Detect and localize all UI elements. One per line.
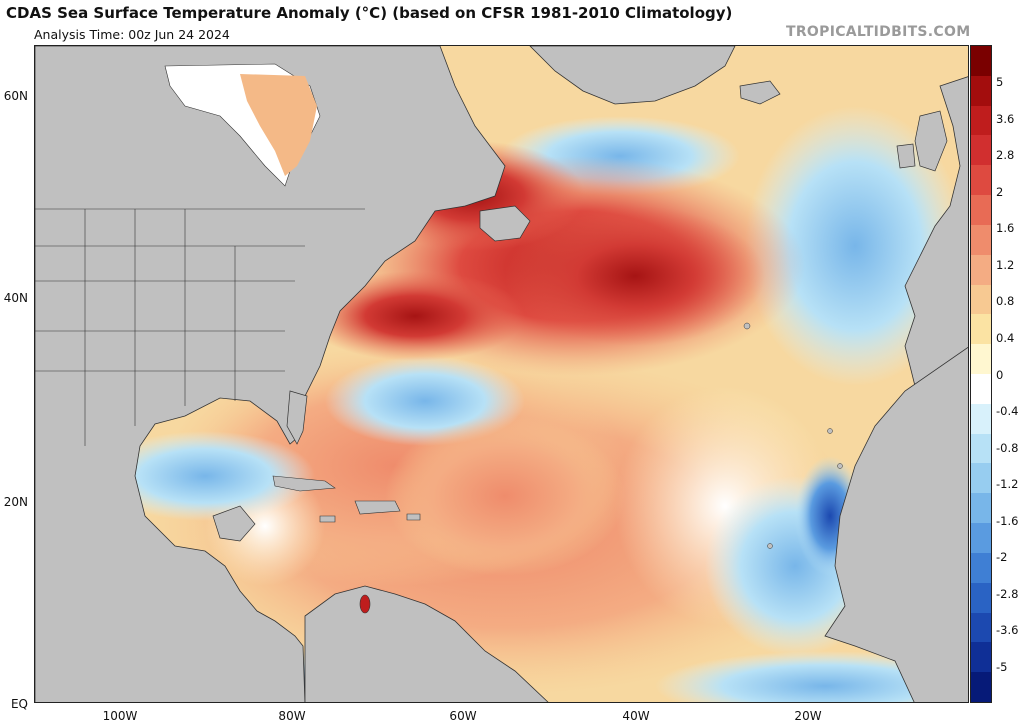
colorbar-label: -0.4 [996, 404, 1019, 419]
map-title: CDAS Sea Surface Temperature Anomaly (°C… [6, 4, 733, 22]
lat-tick-40n: 40N [3, 291, 28, 305]
colorbar-segment [971, 403, 991, 435]
colorbar-segment [971, 314, 991, 345]
lon-tick-40w: 40W [622, 709, 650, 723]
colorbar-label: 5 [996, 75, 1004, 89]
hudson-bay-water [240, 74, 317, 176]
cape-verde-islands [767, 543, 773, 549]
iceland-land [739, 80, 781, 105]
colorbar-segment [971, 105, 991, 136]
colorbar-label: -0.8 [996, 440, 1019, 455]
lon-tick-20w: 20W [794, 709, 822, 723]
analysis-time: Analysis Time: 00z Jun 24 2024 [34, 27, 230, 42]
colorbar-segment [971, 165, 991, 196]
hot-central-north-atlantic [505, 206, 765, 346]
madeira-island [827, 428, 833, 434]
colorbar-label: 2 [996, 184, 1004, 199]
colorbar-label: 2.8 [996, 148, 1015, 163]
colorbar-segment [971, 75, 991, 107]
cool-equatorial-atlantic [655, 651, 968, 702]
lon-tick-80w: 80W [278, 709, 306, 723]
source-credit: TROPICALTIDBITS.COM [786, 24, 971, 40]
colorbar-label: 3.6 [996, 111, 1015, 126]
colorbar-segment [971, 672, 991, 703]
hot-gulf-stream [305, 271, 525, 361]
lat-tick-60n: 60N [3, 89, 28, 103]
newfoundland-land [479, 205, 531, 242]
sst-anomaly-map[interactable] [34, 45, 969, 703]
state-boundaries [35, 208, 365, 446]
colorbar-segment [971, 612, 991, 643]
colorbar-segment [971, 254, 991, 286]
jamaica-land [319, 515, 336, 523]
hispaniola-land [354, 500, 401, 515]
colorbar-segment [971, 433, 991, 464]
colorbar-label: -1.2 [996, 477, 1019, 492]
ireland-land [896, 143, 916, 169]
colorbar-segment [971, 284, 991, 315]
azores-islands [743, 322, 751, 330]
colorbar-segment [971, 642, 991, 673]
colorbar-label: -3.6 [996, 623, 1019, 638]
colorbar-label: 0 [996, 367, 1004, 382]
colorbar-segment [971, 552, 991, 584]
colorbar-label: 0.4 [996, 330, 1015, 345]
colorbar-label: 1.2 [996, 257, 1015, 272]
warm-main-development-region [385, 416, 625, 576]
lon-tick-60w: 60W [449, 709, 477, 723]
yucatan-land [212, 505, 256, 542]
cuba-land [272, 475, 336, 492]
lat-tick-20n: 20N [3, 495, 28, 509]
colorbar-segment [971, 463, 991, 494]
colorbar-label: -2.8 [996, 586, 1019, 601]
colorbar-label: 0.8 [996, 294, 1015, 309]
africa-land [824, 346, 968, 702]
colorbar-label: 1.6 [996, 221, 1015, 236]
puerto-rico-land [406, 513, 421, 521]
lon-tick-100w: 100W [102, 709, 138, 723]
south-america-land [304, 585, 549, 702]
great-britain-land [914, 110, 948, 172]
colorbar-segment [971, 195, 991, 226]
colorbar-label: -2 [996, 550, 1008, 565]
florida-land [286, 390, 308, 445]
colorbar-segment [971, 582, 991, 614]
colorbar-label: -5 [996, 660, 1008, 674]
colorbar-segment [971, 493, 991, 524]
colorbar-segment [971, 135, 991, 166]
colorbar [970, 45, 992, 703]
cool-northeast-atlantic [745, 106, 965, 386]
colorbar-segment [971, 523, 991, 554]
greenland-land [529, 46, 736, 105]
colorbar-label: -1.6 [996, 513, 1019, 528]
cool-gulf-of-mexico [95, 431, 315, 521]
colorbar-segment [971, 374, 991, 405]
colorbar-segment [971, 344, 991, 375]
colorbar-segment [971, 224, 991, 256]
north-america-land [35, 46, 506, 702]
colorbar-segment [971, 46, 991, 77]
lake-maracaibo [359, 594, 371, 614]
lat-tick-eq: EQ [10, 697, 28, 711]
canary-islands [837, 463, 843, 469]
europe-land [904, 76, 968, 387]
